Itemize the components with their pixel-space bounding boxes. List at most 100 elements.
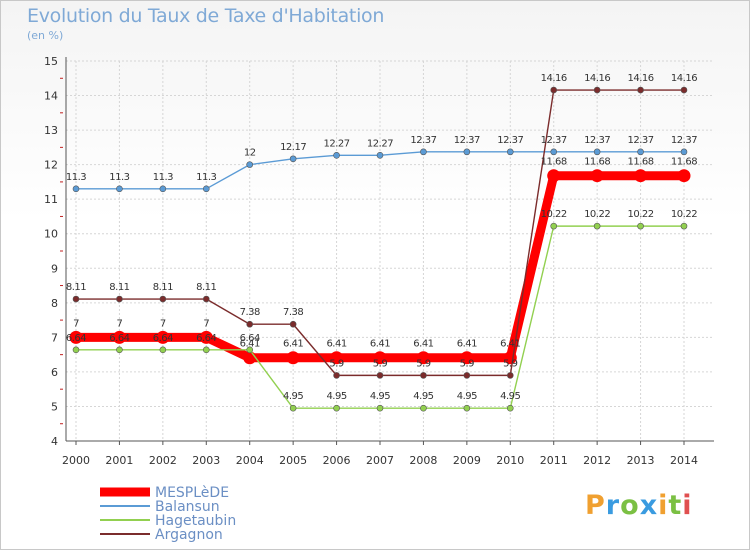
x-tick-label: 2001: [105, 454, 133, 467]
y-tick-label: 5: [51, 400, 58, 413]
y-tick-label: 7: [51, 331, 58, 344]
x-tick-label: 2011: [540, 454, 568, 467]
data-label: 7.38: [240, 307, 260, 318]
data-point: [634, 169, 648, 183]
data-point: [116, 346, 123, 354]
data-point: [680, 222, 688, 230]
data-point: [590, 169, 604, 183]
data-point: [333, 372, 340, 379]
data-label: 7.38: [283, 307, 303, 318]
data-point: [420, 404, 427, 412]
x-tick-label: 2005: [279, 454, 307, 467]
data-point: [463, 148, 471, 156]
data-label: 10.22: [628, 209, 654, 220]
data-point: [159, 295, 167, 303]
y-tick-label: 13: [44, 124, 58, 137]
data-label: 6.41: [500, 339, 520, 350]
logo-letter: P: [585, 490, 606, 521]
chart-title: Evolution du Taux de Taxe d'Habitation: [27, 5, 385, 27]
data-point: [463, 404, 471, 412]
data-point: [506, 372, 514, 379]
data-label: 12.37: [541, 135, 567, 146]
data-labels: 7 7 7 7 6.41 6.41 6.41 6.41 6.41 6.41 6.41 11.68 11.…: [66, 73, 698, 402]
x-tick-label: 2002: [149, 454, 177, 467]
data-point: [463, 372, 471, 379]
data-label: 11.3: [66, 172, 86, 183]
data-label: 12.37: [410, 135, 436, 146]
x-tick-label: 2007: [366, 454, 394, 467]
x-tick-label: 2006: [323, 454, 351, 467]
data-point: [550, 222, 558, 230]
data-label: 4.95: [326, 391, 346, 402]
data-label: 5.9: [329, 358, 344, 369]
data-point: [637, 222, 644, 230]
y-tick-label: 12: [44, 159, 58, 172]
data-label: 4.95: [283, 391, 303, 402]
data-label: 14.16: [671, 73, 697, 84]
data-label: 6.64: [196, 333, 216, 344]
data-point: [593, 148, 601, 156]
data-label: 11.3: [196, 172, 216, 183]
legend-label: Argagnon: [155, 527, 223, 543]
data-label: 10.22: [671, 209, 697, 220]
data-label: 11.68: [541, 157, 567, 168]
data-label: 12.27: [324, 138, 350, 149]
data-label: 4.95: [413, 391, 433, 402]
data-point: [72, 295, 80, 303]
x-tick-label: 2009: [453, 454, 481, 467]
data-point: [547, 169, 561, 183]
data-point: [69, 330, 83, 344]
data-label: 6.41: [326, 339, 346, 350]
data-point: [243, 351, 257, 365]
x-tick-label: 2013: [627, 454, 655, 467]
y-tick-label: 11: [44, 193, 58, 206]
data-point: [246, 346, 254, 354]
x-tick-label: 2004: [236, 454, 264, 467]
axes: 4 5 6 7 8 9 10 11 12 13 14 15 2000 2001 2002 2003 2004 20…: [44, 55, 714, 467]
data-label: 7: [116, 318, 122, 329]
logo-letter: r: [605, 490, 621, 521]
data-label: 11.3: [153, 172, 173, 183]
legend-label: Hagetaubin: [155, 513, 236, 529]
proxiti-logo: Proxiti: [585, 490, 693, 521]
data-point: [289, 404, 297, 412]
data-point: [593, 86, 601, 94]
data-point: [593, 222, 601, 230]
data-label: 12.37: [497, 135, 523, 146]
data-label: 12.27: [367, 138, 393, 149]
grid-lines: [66, 60, 714, 441]
data-label: 12.37: [628, 135, 654, 146]
data-label: 6.41: [413, 339, 433, 350]
data-point: [116, 295, 123, 303]
x-tick-label: 2012: [583, 454, 611, 467]
y-tick-label: 9: [51, 262, 58, 275]
data-point: [116, 185, 123, 193]
data-point: [416, 351, 430, 365]
x-tick-label: 2003: [192, 454, 220, 467]
logo-letter: x: [639, 490, 659, 521]
data-label: 10.22: [584, 209, 610, 220]
data-label: 5.9: [373, 358, 388, 369]
data-label: 14.16: [628, 73, 654, 84]
data-label: 6.41: [283, 339, 303, 350]
data-label: 12.37: [454, 135, 480, 146]
data-label: 5.9: [503, 358, 518, 369]
data-label: 11.68: [671, 157, 697, 168]
data-point: [286, 351, 300, 365]
data-point: [72, 346, 80, 354]
data-label: 8.11: [196, 282, 216, 293]
x-tick-label: 2000: [62, 454, 90, 467]
data-point: [637, 148, 644, 156]
data-label: 14.16: [541, 73, 567, 84]
data-label: 7: [160, 318, 166, 329]
data-point: [289, 155, 297, 163]
data-point: [420, 148, 427, 156]
data-label: 4.95: [370, 391, 390, 402]
x-tick-label: 2008: [409, 454, 437, 467]
data-point: [637, 86, 644, 94]
data-point: [330, 351, 344, 365]
data-label: 11.68: [584, 157, 610, 168]
data-point: [72, 185, 80, 193]
